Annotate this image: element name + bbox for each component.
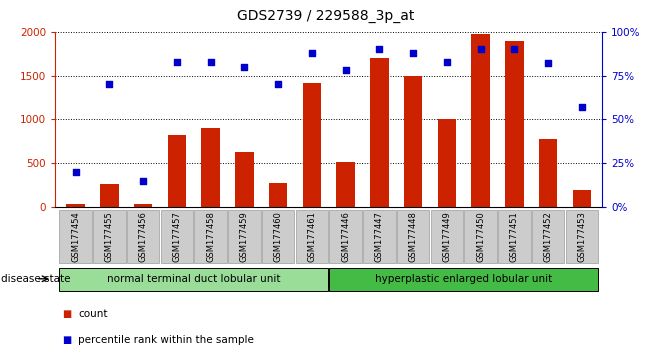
Text: normal terminal duct lobular unit: normal terminal duct lobular unit — [107, 274, 281, 284]
Text: GSM177448: GSM177448 — [409, 212, 418, 262]
Text: GSM177457: GSM177457 — [173, 212, 182, 262]
Point — [206, 59, 216, 64]
Point — [374, 47, 385, 52]
Bar — [269, 183, 287, 207]
Text: hyperplastic enlarged lobular unit: hyperplastic enlarged lobular unit — [375, 274, 553, 284]
Point — [273, 81, 283, 87]
Text: GSM177447: GSM177447 — [375, 212, 384, 262]
Bar — [404, 76, 422, 207]
Point — [475, 47, 486, 52]
Text: ■: ■ — [62, 335, 71, 345]
Point — [543, 61, 553, 66]
Text: GSM177458: GSM177458 — [206, 212, 215, 262]
Point — [408, 50, 419, 56]
Text: GSM177451: GSM177451 — [510, 212, 519, 262]
Text: count: count — [78, 309, 107, 319]
FancyBboxPatch shape — [296, 210, 328, 263]
Bar — [573, 190, 591, 207]
Point — [104, 81, 115, 87]
Bar — [66, 205, 85, 207]
Bar — [505, 41, 523, 207]
Bar — [235, 152, 254, 207]
Point — [239, 64, 249, 70]
Text: percentile rank within the sample: percentile rank within the sample — [78, 335, 254, 345]
Point — [307, 50, 317, 56]
Text: GSM177459: GSM177459 — [240, 212, 249, 262]
FancyBboxPatch shape — [431, 210, 463, 263]
FancyBboxPatch shape — [532, 210, 564, 263]
FancyBboxPatch shape — [397, 210, 430, 263]
Bar — [471, 34, 490, 207]
FancyBboxPatch shape — [228, 210, 260, 263]
Bar — [303, 83, 321, 207]
Bar — [539, 139, 557, 207]
Bar — [100, 184, 118, 207]
FancyBboxPatch shape — [262, 210, 294, 263]
FancyBboxPatch shape — [464, 210, 497, 263]
Bar — [337, 162, 355, 207]
FancyBboxPatch shape — [363, 210, 396, 263]
Text: GDS2739 / 229588_3p_at: GDS2739 / 229588_3p_at — [237, 9, 414, 23]
FancyBboxPatch shape — [329, 210, 362, 263]
Text: GSM177452: GSM177452 — [544, 212, 553, 262]
Text: GSM177455: GSM177455 — [105, 212, 114, 262]
FancyBboxPatch shape — [59, 268, 328, 291]
Point — [172, 59, 182, 64]
Text: GSM177453: GSM177453 — [577, 212, 587, 262]
FancyBboxPatch shape — [59, 210, 92, 263]
Bar — [437, 119, 456, 207]
Point — [577, 104, 587, 110]
Point — [70, 169, 81, 175]
Text: GSM177446: GSM177446 — [341, 212, 350, 262]
Text: GSM177454: GSM177454 — [71, 212, 80, 262]
Text: ■: ■ — [62, 309, 71, 319]
Text: GSM177450: GSM177450 — [476, 212, 485, 262]
Point — [138, 178, 148, 184]
FancyBboxPatch shape — [195, 210, 227, 263]
FancyBboxPatch shape — [566, 210, 598, 263]
Text: GSM177456: GSM177456 — [139, 212, 148, 262]
FancyBboxPatch shape — [329, 268, 598, 291]
Bar — [167, 135, 186, 207]
Text: GSM177461: GSM177461 — [307, 212, 316, 262]
FancyBboxPatch shape — [498, 210, 531, 263]
Bar — [134, 204, 152, 207]
Text: GSM177449: GSM177449 — [443, 212, 451, 262]
Bar — [201, 128, 220, 207]
Point — [441, 59, 452, 64]
FancyBboxPatch shape — [93, 210, 126, 263]
Text: disease state: disease state — [1, 274, 70, 284]
Point — [340, 68, 351, 73]
Bar — [370, 58, 389, 207]
Point — [509, 47, 519, 52]
FancyBboxPatch shape — [127, 210, 159, 263]
Text: GSM177460: GSM177460 — [273, 212, 283, 262]
FancyBboxPatch shape — [161, 210, 193, 263]
